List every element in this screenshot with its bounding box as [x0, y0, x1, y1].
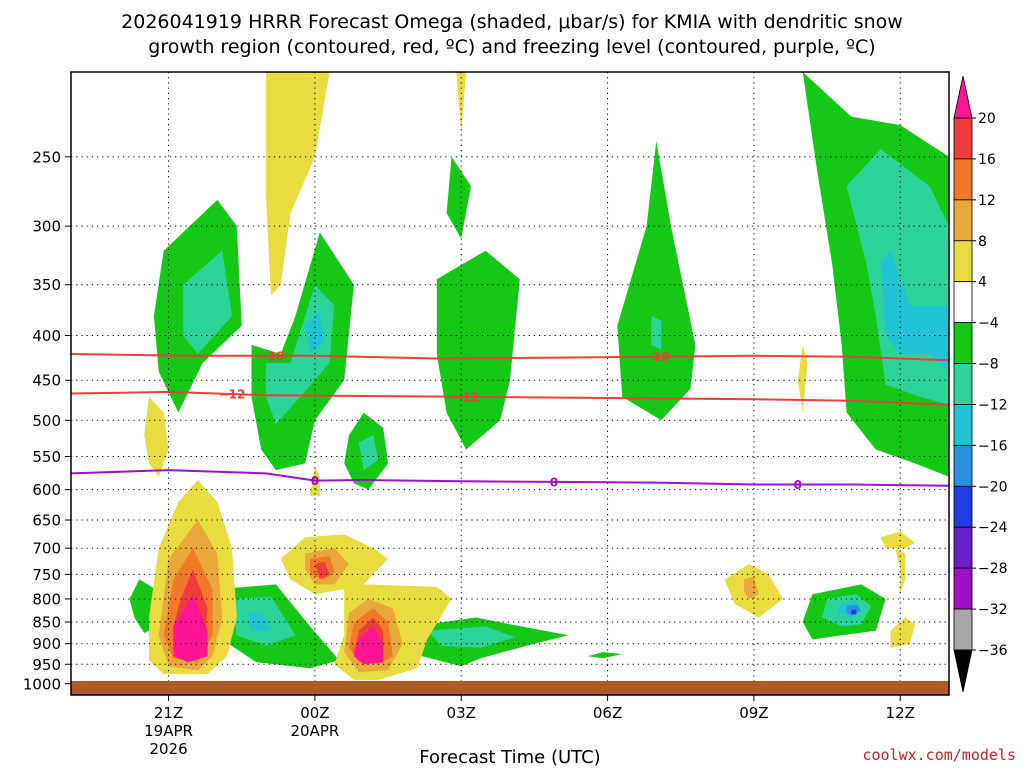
y-tick-label: 250: [32, 148, 61, 166]
x-tick-label: 09Z: [739, 704, 768, 722]
omega-region-positive-15: [880, 531, 915, 549]
colorbar-swatch-9: [953, 485, 973, 528]
isotherm-line-1: [71, 390, 949, 406]
y-tick-label: 650: [32, 512, 61, 530]
isotherm-label: −18: [643, 350, 670, 364]
colorbar-label: 8: [978, 234, 987, 250]
omega-region-negative-26: [880, 250, 949, 372]
colorbar-swatch-12: [953, 608, 973, 651]
x-tick-label: 00Z: [300, 704, 329, 722]
colorbar-swatch-4: [953, 281, 973, 324]
plot-area: −18 −18 −12 −12 0 0 0: [71, 72, 949, 695]
omega-region-positive-18: [144, 396, 169, 477]
colorbar-label: −24: [978, 520, 1008, 536]
y-tick-label: 600: [32, 481, 61, 499]
colorbar-label: 16: [978, 152, 996, 168]
isotherm-label: 0: [311, 474, 319, 488]
x-tick-label: 20APR: [290, 722, 339, 740]
y-tick-label: 350: [32, 276, 61, 294]
credit-text: coolwx.com/models: [862, 746, 1016, 764]
isotherm-contours: −18 −18 −12 −12 0 0 0: [71, 349, 949, 492]
colorbar-label: 20: [978, 111, 996, 127]
omega-region-positive-4: [173, 594, 208, 663]
y-tick-label: 800: [32, 590, 61, 608]
omega-region-positive-17: [890, 617, 915, 648]
isotherm-line-0: [71, 353, 949, 362]
omega-region-negative-7: [588, 652, 623, 659]
isotherm-label: −18: [258, 349, 285, 363]
colorbar-swatch-3: [953, 240, 973, 283]
colorbar-swatch-8: [953, 444, 973, 487]
omega-region-negative-22: [617, 141, 696, 421]
colorbar-label: −36: [978, 643, 1008, 659]
omega-region-negative-19: [358, 435, 379, 471]
chart-title-line-2: growth region (contoured, red, ºC) and f…: [148, 36, 875, 58]
colorbar-swatch-5: [953, 322, 973, 364]
y-tick-label: 850: [32, 613, 61, 631]
y-tick-label: 500: [32, 412, 61, 430]
colorbar-bottom-arrow: [953, 649, 973, 693]
y-tick-label: 400: [32, 327, 61, 345]
y-tick-label: 750: [32, 566, 61, 584]
y-tick-label: 900: [32, 635, 61, 653]
x-tick-label: 2026: [149, 740, 187, 758]
x-tick-label: 21Z: [154, 704, 183, 722]
colorbar-label: −16: [978, 438, 1008, 454]
omega-region-negative-14: [183, 250, 232, 354]
omega-region-positive-16: [895, 548, 906, 595]
colorbar-label: −32: [978, 602, 1008, 618]
colorbar-swatch-6: [953, 363, 973, 405]
omega-shading-layer: [129, 72, 949, 680]
colorbar-label: −8: [978, 357, 999, 373]
plot-frame: [70, 71, 950, 696]
colorbar-label: −4: [978, 316, 999, 332]
colorbar-label: −20: [978, 479, 1008, 495]
colorbar: 20 16 12 8 4 −4 −8 −12 −16 −20 −24 −28 −32 −36: [953, 75, 1008, 693]
x-tick-label: 12Z: [886, 704, 915, 722]
y-tick-label: 300: [32, 218, 61, 236]
colorbar-swatch-0: [953, 117, 973, 160]
omega-region-negative-12: [851, 609, 857, 615]
colorbar-swatch-10: [953, 526, 973, 569]
omega-region-negative-21: [436, 250, 520, 450]
colorbar-swatch-11: [953, 567, 973, 610]
omega-region-positive-8: [314, 561, 330, 580]
colorbar-label: 4: [978, 275, 987, 291]
omega-region-negative-20: [446, 156, 471, 239]
omega-region-positive-22: [797, 344, 808, 413]
y-tick-label: 700: [32, 540, 61, 558]
colorbar-swatch-7: [953, 404, 973, 446]
colorbar-label: −12: [978, 397, 1008, 413]
omega-region-positive-14: [744, 576, 759, 599]
omega-region-positive-12: [353, 626, 384, 665]
omega-region-negative-6: [427, 626, 515, 648]
colorbar-top-arrow: [953, 75, 973, 119]
isotherm-label: 0: [550, 475, 558, 489]
colorbar-swatch-2: [953, 199, 973, 242]
x-tick-label: 03Z: [447, 704, 476, 722]
colorbar-label: 12: [978, 193, 996, 209]
grid-lines: [71, 72, 949, 695]
isotherm-label: −12: [219, 388, 246, 402]
y-tick-label: 950: [32, 656, 61, 674]
isotherm-label: −12: [453, 390, 480, 404]
omega-region-positive-19: [266, 72, 330, 296]
isotherm-line-2: [71, 469, 949, 487]
colorbar-label: −28: [978, 561, 1008, 577]
chart-title-line-1: 2026041919 HRRR Forecast Omega (shaded, …: [121, 11, 903, 33]
y-tick-label: 1000: [23, 675, 61, 693]
y-tick-label: 550: [32, 448, 61, 466]
omega-region-positive-20: [456, 72, 467, 134]
ground-surface-bar: [71, 681, 949, 695]
colorbar-swatch-1: [953, 158, 973, 201]
x-axis-label: Forecast Time (UTC): [419, 747, 600, 768]
x-tick-label: 19APR: [144, 722, 193, 740]
isotherm-label: 0: [794, 478, 802, 492]
omega-region-negative-23: [651, 316, 662, 350]
x-tick-label: 06Z: [593, 704, 622, 722]
y-tick-label: 450: [32, 372, 61, 390]
